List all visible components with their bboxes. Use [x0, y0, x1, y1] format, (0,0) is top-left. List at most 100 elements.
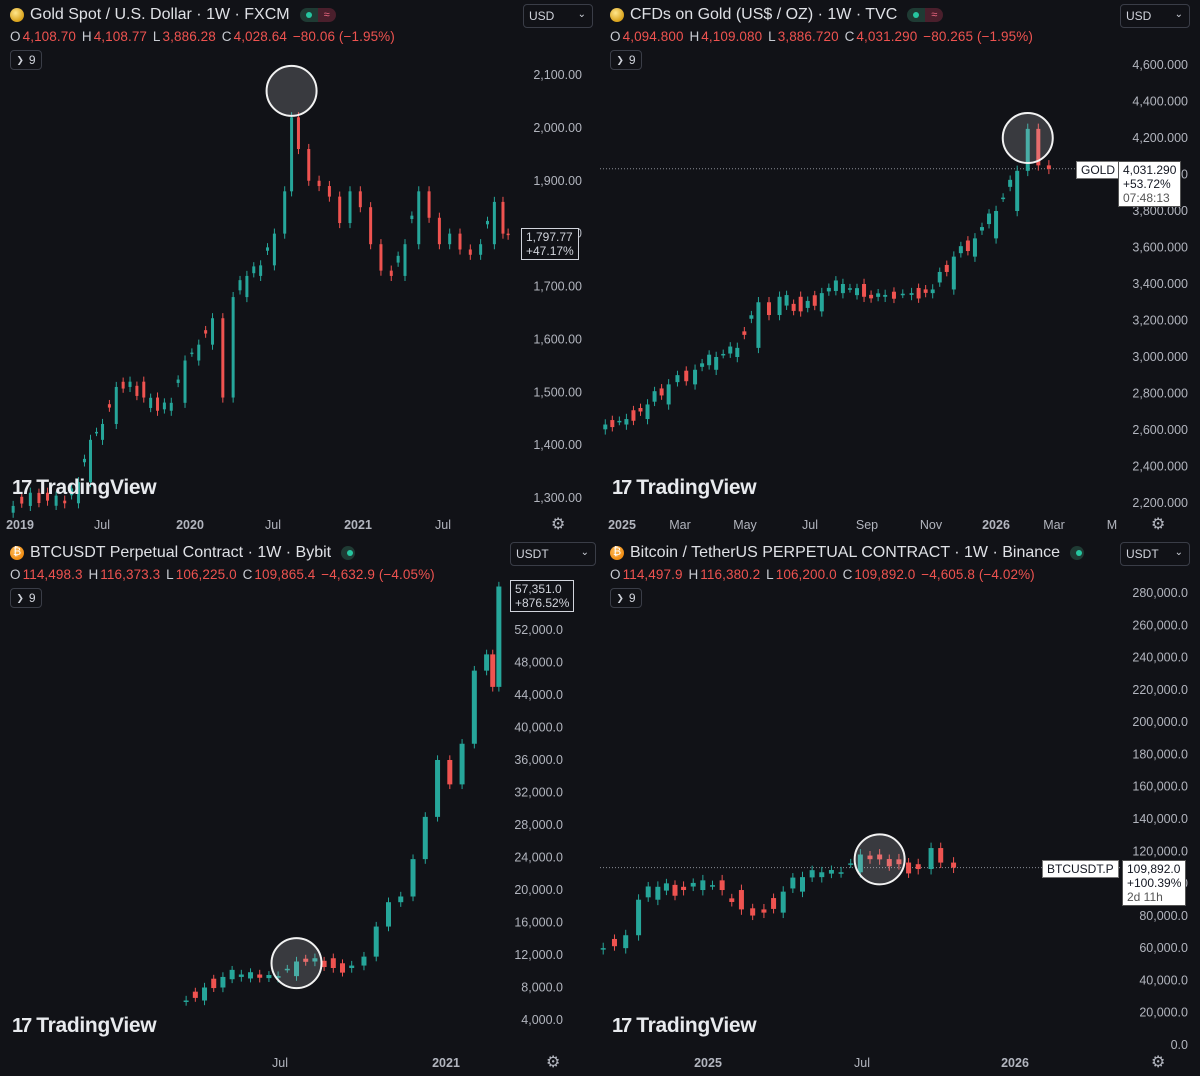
indicators-toggle[interactable]: ❯ 9 [10, 50, 42, 70]
settings-gear-icon[interactable]: ⚙ [551, 516, 566, 533]
candle-body [666, 384, 671, 405]
candle [211, 313, 215, 350]
candle [777, 291, 782, 321]
chart-panel-gold-tvc[interactable]: 4,600.0004,400.0004,200.0004,000.0003,80… [600, 0, 1200, 538]
candle-body [638, 408, 643, 412]
candle [484, 649, 490, 676]
tradingview-logo-icon: 17 [612, 476, 632, 499]
candle-body [149, 397, 153, 408]
x-tick-label: Jul [435, 518, 451, 532]
chart-canvas[interactable]: 4,600.0004,400.0004,200.0004,000.0003,80… [600, 0, 1200, 538]
settings-gear-icon[interactable]: ⚙ [1151, 1054, 1166, 1071]
chart-panel-gold-fxcm[interactable]: 2,100.002,000.001,900.001,800.001,700.00… [0, 0, 600, 538]
candle [987, 209, 992, 229]
symbol-header[interactable]: CFDs on Gold (US$ / OZ) · 1W · TVC ≈ [610, 6, 944, 24]
y-tick-label: 2,200.000 [1132, 496, 1188, 510]
market-status-icon[interactable] [341, 546, 356, 560]
candle-body [700, 880, 706, 891]
candle [780, 886, 786, 919]
currency-select[interactable]: USD ⌄ [1120, 4, 1190, 28]
candle-body [840, 284, 845, 294]
symbol-header[interactable]: BTCUSDT Perpetual Contract · 1W · Bybit [10, 544, 356, 562]
settings-gear-icon[interactable]: ⚙ [546, 1054, 561, 1071]
candle-body [761, 909, 767, 913]
y-tick-label: 40,000.0 [1139, 973, 1188, 987]
candle-body [930, 289, 935, 294]
chart-panel-btc-bybit[interactable]: 52,000.0 48,000.0 44,000.0 40,000.0 36,000.0… [0, 538, 600, 1076]
y-tick-label: 44,000.0 [514, 688, 563, 702]
candle-body [900, 293, 905, 296]
candle [321, 956, 327, 971]
candle [867, 851, 873, 864]
market-status-icon[interactable] [1070, 546, 1085, 560]
symbol-title[interactable]: BTCUSDT Perpetual Contract · 1W · Bybit [30, 544, 332, 561]
chart-panel-btc-binance[interactable]: 280,000.0 260,000.0 240,000.0 220,000.0 200,… [600, 538, 1200, 1076]
candle [149, 393, 153, 413]
chart-canvas[interactable]: 2,100.002,000.001,900.001,800.001,700.00… [0, 0, 600, 538]
x-tick-label: 2026 [1001, 1056, 1029, 1070]
candle-body [410, 859, 416, 897]
currency-select[interactable]: USD ⌄ [523, 4, 593, 28]
settings-gear-icon[interactable]: ⚙ [1151, 516, 1166, 533]
candle [847, 283, 852, 293]
x-tick-label: Mar [669, 518, 691, 532]
currency-select[interactable]: USDT ⌄ [1120, 542, 1190, 566]
currency-select[interactable]: USDT ⌄ [510, 542, 596, 566]
candle-body [317, 180, 321, 187]
candle-body [684, 370, 689, 382]
candle-body [197, 344, 201, 361]
candle [690, 878, 696, 892]
candle-body [645, 886, 651, 898]
symbol-title[interactable]: CFDs on Gold (US$ / OZ) · 1W · TVC [630, 6, 898, 23]
candle [700, 874, 706, 896]
candle-body [777, 296, 782, 316]
symbol-header[interactable]: Bitcoin / TetherUS PERPETUAL CONTRACT · … [610, 544, 1085, 562]
candle-body [693, 369, 698, 385]
candle [169, 397, 173, 416]
candle-body [492, 201, 496, 245]
y-tick-label: 0.0 [1171, 1038, 1188, 1052]
y-tick-label: 200,000.0 [1132, 715, 1188, 729]
y-tick-label: 8,000.0 [521, 981, 563, 995]
candle [486, 216, 490, 229]
candle [800, 871, 805, 898]
y-tick-label: 4,600.000 [1132, 58, 1188, 72]
candle [623, 929, 629, 954]
candle [1015, 165, 1020, 217]
candle [259, 260, 263, 282]
market-status-icon[interactable]: ≈ [299, 8, 336, 22]
symbol-title[interactable]: Bitcoin / TetherUS PERPETUAL CONTRACT · … [630, 544, 1061, 561]
candle [958, 241, 963, 258]
indicators-toggle[interactable]: ❯ 9 [10, 588, 42, 608]
chart-canvas[interactable]: 280,000.0 260,000.0 240,000.0 220,000.0 200,… [600, 538, 1200, 1076]
ohlc-values: O 114,497.9 H 116,380.2 L 106,200.0 C 109,89… [610, 567, 1035, 582]
indicators-toggle[interactable]: ❯ 9 [610, 588, 642, 608]
candle-body [221, 318, 225, 398]
x-tick-label: May [733, 518, 757, 532]
candle-body [710, 885, 715, 887]
x-tick-label: Nov [920, 518, 943, 532]
candle-body [321, 960, 327, 968]
candle-body [448, 233, 452, 245]
candle [883, 289, 888, 303]
candle [303, 954, 309, 966]
candle [238, 275, 242, 295]
symbol-title[interactable]: Gold Spot / U.S. Dollar · 1W · FXCM [30, 6, 290, 23]
candle-body [1046, 165, 1051, 169]
candle [492, 196, 496, 250]
chart-canvas[interactable]: 52,000.0 48,000.0 44,000.0 40,000.0 36,000.0… [0, 538, 600, 1076]
candle [659, 384, 664, 400]
candle [655, 881, 661, 906]
x-tick-label: Jul [94, 518, 110, 532]
candle-body [951, 862, 957, 868]
candle [220, 972, 226, 993]
candle-body [114, 386, 118, 424]
candle [928, 842, 934, 875]
candle [490, 649, 496, 692]
candle-body [909, 293, 914, 295]
x-tick-label: 2026 [982, 518, 1010, 532]
candle-body [369, 207, 373, 245]
indicators-toggle[interactable]: ❯ 9 [610, 50, 642, 70]
market-status-icon[interactable]: ≈ [907, 8, 944, 22]
symbol-header[interactable]: Gold Spot / U.S. Dollar · 1W · FXCM ≈ [10, 6, 336, 24]
